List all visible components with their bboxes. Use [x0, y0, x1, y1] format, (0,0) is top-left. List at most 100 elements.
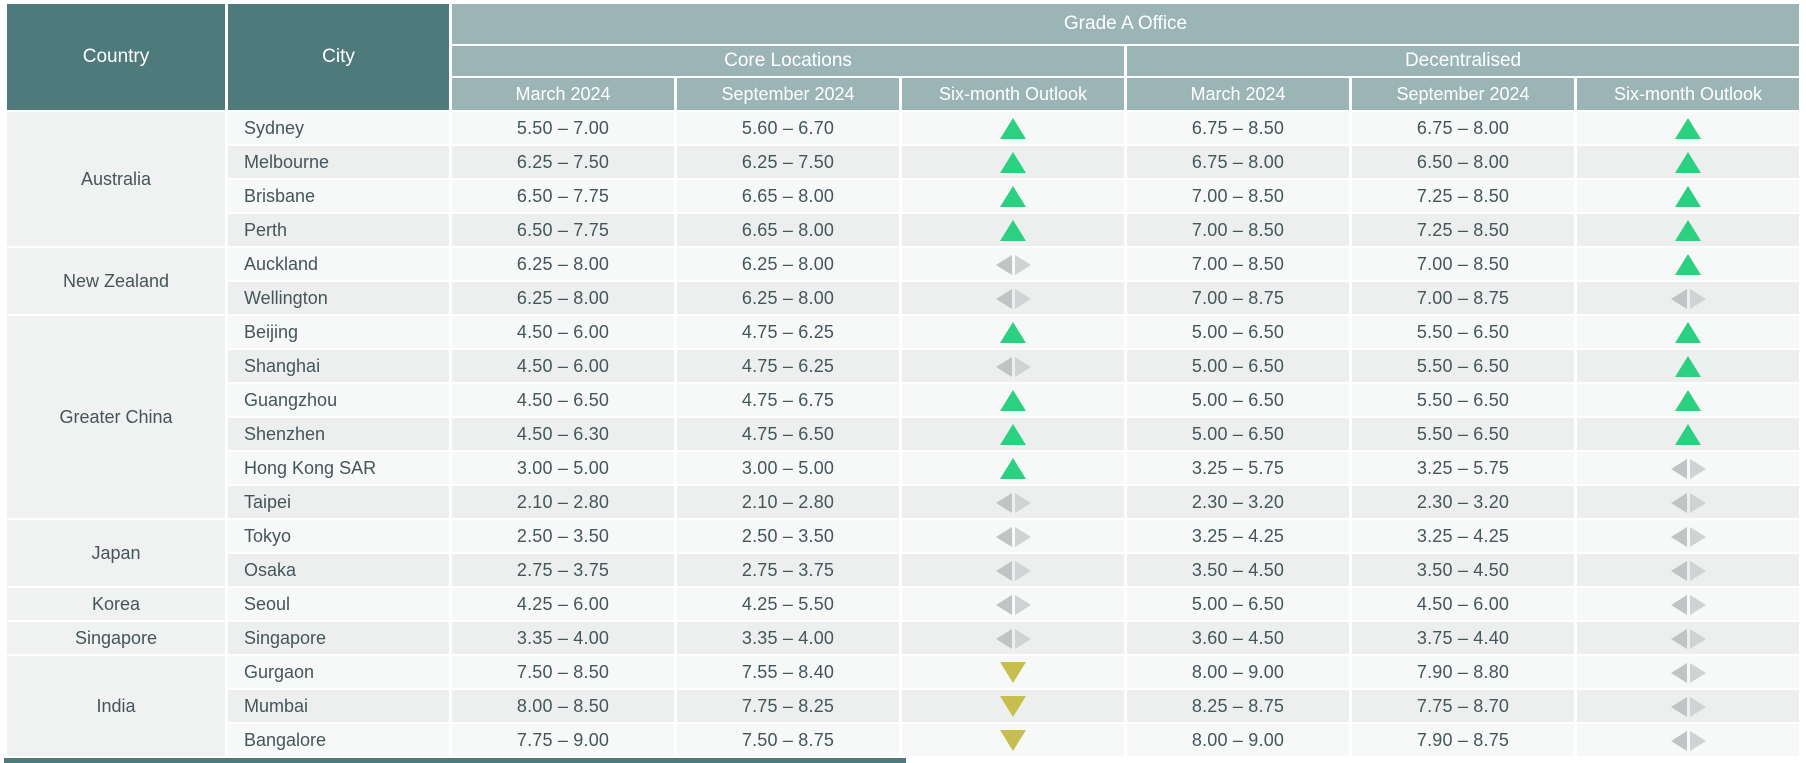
dec-september-yield-cell: 7.25 – 8.50 [1352, 180, 1574, 212]
core-september-yield-cell: 3.00 – 5.00 [677, 452, 899, 484]
core-march-yield-cell: 2.50 – 3.50 [452, 520, 674, 552]
table-row: Singapore Singapore 3.35 – 4.00 3.35 – 4.00… [7, 622, 1800, 654]
core-march-yield-cell: 4.50 – 6.00 [452, 316, 674, 348]
dec-september-yield-cell: 5.50 – 6.50 [1352, 418, 1574, 450]
core-march-yield-cell: 8.00 – 8.50 [452, 690, 674, 722]
dec-outlook-cell [1577, 486, 1800, 518]
triangle-right-icon [1689, 288, 1706, 309]
city-cell: Melbourne [228, 146, 449, 178]
core-march-yield-cell: 3.35 – 4.00 [452, 622, 674, 654]
triangle-right-icon [1014, 526, 1031, 547]
table-row: Hong Kong SAR 3.00 – 5.00 3.00 – 5.00 3.25 … [7, 452, 1800, 484]
city-cell: Tokyo [228, 520, 449, 552]
dec-march-yield-cell: 5.00 – 6.50 [1127, 588, 1349, 620]
core-outlook-cell [902, 724, 1124, 756]
core-september-yield-cell: 7.55 – 8.40 [677, 656, 899, 688]
table-row: India Gurgaon 7.50 – 8.50 7.55 – 8.40 8.00 –… [7, 656, 1800, 756]
core-march-yield-cell: 6.50 – 7.75 [452, 214, 674, 246]
dec-september-2024-header: September 2024 [1352, 78, 1574, 110]
core-outlook-cell [902, 486, 1124, 518]
outlook-up-icon [1000, 389, 1026, 411]
outlook-down-icon [1000, 695, 1026, 717]
core-september-yield-cell: 2.10 – 2.80 [677, 486, 899, 518]
core-six-month-outlook-header: Six-month Outlook [902, 78, 1124, 110]
core-march-yield-cell: 2.10 – 2.80 [452, 486, 674, 518]
city-cell: Hong Kong SAR [228, 452, 449, 484]
city-cell: Osaka [228, 554, 449, 586]
core-march-yield-cell: 3.00 – 5.00 [452, 452, 674, 484]
dec-outlook-cell [1577, 282, 1800, 314]
triangle-left-icon [1670, 628, 1687, 649]
dec-outlook-cell [1577, 622, 1800, 654]
table-row: Guangzhou 4.50 – 6.50 4.75 – 6.75 5.00 – 6.… [7, 384, 1800, 416]
core-september-yield-cell: 6.25 – 8.00 [677, 248, 899, 280]
core-outlook-cell [902, 248, 1124, 280]
city-cell: Bangalore [228, 724, 449, 756]
core-march-2024-header: March 2024 [452, 78, 674, 110]
core-march-yield-cell: 5.50 – 7.00 [452, 112, 674, 144]
dec-march-2024-header: March 2024 [1127, 78, 1349, 110]
outlook-stable-icon [995, 560, 1031, 581]
core-outlook-cell [902, 656, 1124, 688]
outlook-stable-icon [1670, 594, 1706, 615]
core-march-yield-cell: 4.25 – 6.00 [452, 588, 674, 620]
city-cell: Brisbane [228, 180, 449, 212]
dec-september-yield-cell: 2.30 – 3.20 [1352, 486, 1574, 518]
triangle-right-icon [1014, 492, 1031, 513]
dec-september-yield-cell: 7.90 – 8.80 [1352, 656, 1574, 688]
outlook-stable-icon [1670, 288, 1706, 309]
dec-march-yield-cell: 5.00 – 6.50 [1127, 418, 1349, 450]
dec-march-yield-cell: 8.25 – 8.75 [1127, 690, 1349, 722]
outlook-up-icon [1000, 151, 1026, 173]
dec-september-yield-cell: 7.00 – 8.75 [1352, 282, 1574, 314]
core-outlook-cell [902, 418, 1124, 450]
core-outlook-cell [902, 452, 1124, 484]
outlook-up-icon [1675, 321, 1702, 343]
dec-outlook-cell [1577, 520, 1800, 552]
dec-september-yield-cell: 7.75 – 8.70 [1352, 690, 1574, 722]
outlook-stable-icon [995, 356, 1031, 377]
outlook-stable-icon [1670, 492, 1706, 513]
dec-march-yield-cell: 3.60 – 4.50 [1127, 622, 1349, 654]
triangle-left-icon [1670, 696, 1687, 717]
country-cell: Korea [7, 588, 225, 620]
outlook-stable-icon [995, 628, 1031, 649]
table-row: Shenzhen 4.50 – 6.30 4.75 – 6.50 5.00 – 6.5… [7, 418, 1800, 450]
dec-march-yield-cell: 6.75 – 8.50 [1127, 112, 1349, 144]
country-column-header: Country [7, 4, 225, 110]
triangle-right-icon [1689, 560, 1706, 581]
core-outlook-cell [902, 316, 1124, 348]
triangle-right-icon [1014, 356, 1031, 377]
outlook-stable-icon [995, 526, 1031, 547]
core-march-yield-cell: 4.50 – 6.30 [452, 418, 674, 450]
core-september-yield-cell: 5.60 – 6.70 [677, 112, 899, 144]
outlook-up-icon [1675, 389, 1702, 411]
core-outlook-cell [902, 622, 1124, 654]
triangle-right-icon [1014, 594, 1031, 615]
outlook-stable-icon [1670, 458, 1706, 479]
dec-outlook-cell [1577, 656, 1800, 688]
core-outlook-cell [902, 520, 1124, 552]
city-cell: Sydney [228, 112, 449, 144]
triangle-left-icon [1670, 662, 1687, 683]
country-cell: India [7, 656, 225, 756]
dec-march-yield-cell: 7.00 – 8.50 [1127, 180, 1349, 212]
triangle-right-icon [1014, 254, 1031, 275]
triangle-right-icon [1014, 288, 1031, 309]
city-cell: Shenzhen [228, 418, 449, 450]
dec-march-yield-cell: 2.30 – 3.20 [1127, 486, 1349, 518]
core-outlook-cell [902, 214, 1124, 246]
outlook-stable-icon [1670, 696, 1706, 717]
table-row: Greater China Beijing 4.50 – 6.00 4.75 – 6.… [7, 316, 1800, 518]
city-cell: Taipei [228, 486, 449, 518]
triangle-right-icon [1689, 696, 1706, 717]
outlook-stable-icon [995, 288, 1031, 309]
outlook-up-icon [1675, 117, 1702, 139]
dec-september-yield-cell: 6.50 – 8.00 [1352, 146, 1574, 178]
dec-march-yield-cell: 3.25 – 5.75 [1127, 452, 1349, 484]
dec-march-yield-cell: 7.00 – 8.50 [1127, 248, 1349, 280]
city-cell: Guangzhou [228, 384, 449, 416]
grade-a-office-yield-table: Country City Grade A Office Core Locatio… [4, 2, 1802, 758]
triangle-left-icon [995, 492, 1012, 513]
grade-a-office-header: Grade A Office [452, 4, 1800, 44]
